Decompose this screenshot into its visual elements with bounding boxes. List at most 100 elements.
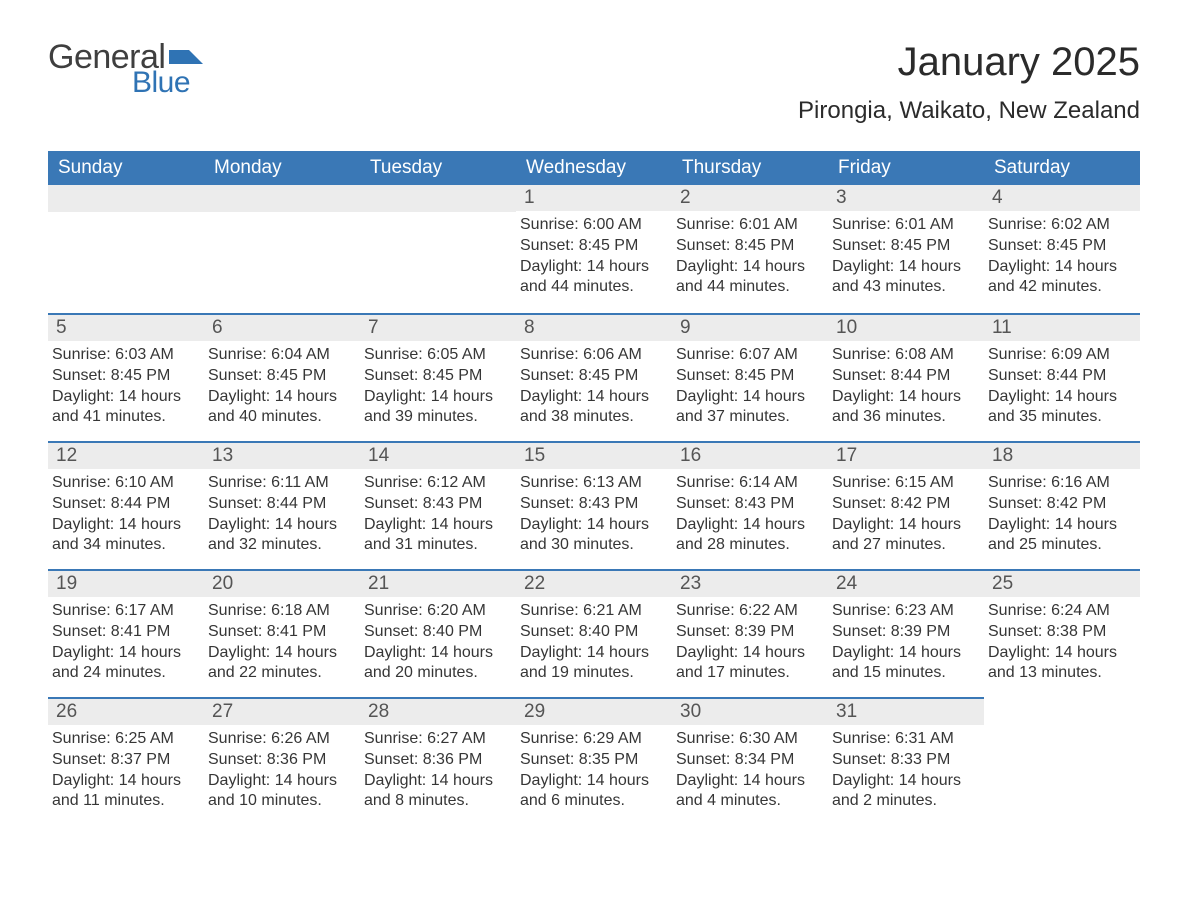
calendar-day-cell: 28Sunrise: 6:27 AMSunset: 8:36 PMDayligh… xyxy=(360,697,516,825)
sunrise-line: Sunrise: 6:17 AM xyxy=(52,601,200,622)
day-number: 9 xyxy=(672,313,828,341)
daylight-line: Daylight: 14 hours and 30 minutes. xyxy=(520,515,668,557)
sunset-line: Sunset: 8:44 PM xyxy=(988,366,1136,387)
sunrise-line: Sunrise: 6:00 AM xyxy=(520,215,668,236)
day-details: Sunrise: 6:26 AMSunset: 8:36 PMDaylight:… xyxy=(204,725,360,816)
day-details: Sunrise: 6:16 AMSunset: 8:42 PMDaylight:… xyxy=(984,469,1140,560)
calendar-row: 12Sunrise: 6:10 AMSunset: 8:44 PMDayligh… xyxy=(48,441,1140,569)
day-details: Sunrise: 6:20 AMSunset: 8:40 PMDaylight:… xyxy=(360,597,516,688)
day-details: Sunrise: 6:12 AMSunset: 8:43 PMDaylight:… xyxy=(360,469,516,560)
day-number: 18 xyxy=(984,441,1140,469)
sunset-line: Sunset: 8:41 PM xyxy=(208,622,356,643)
page-subtitle: Pirongia, Waikato, New Zealand xyxy=(798,97,1140,125)
day-details: Sunrise: 6:22 AMSunset: 8:39 PMDaylight:… xyxy=(672,597,828,688)
day-details: Sunrise: 6:11 AMSunset: 8:44 PMDaylight:… xyxy=(204,469,360,560)
calendar-table: SundayMondayTuesdayWednesdayThursdayFrid… xyxy=(48,151,1140,825)
calendar-day-cell: 12Sunrise: 6:10 AMSunset: 8:44 PMDayligh… xyxy=(48,441,204,569)
day-details: Sunrise: 6:31 AMSunset: 8:33 PMDaylight:… xyxy=(828,725,984,816)
sunset-line: Sunset: 8:38 PM xyxy=(988,622,1136,643)
calendar-empty-cell xyxy=(984,697,1140,825)
calendar-body: 1Sunrise: 6:00 AMSunset: 8:45 PMDaylight… xyxy=(48,185,1140,825)
sunrise-line: Sunrise: 6:16 AM xyxy=(988,473,1136,494)
daylight-line: Daylight: 14 hours and 39 minutes. xyxy=(364,387,512,429)
daylight-line: Daylight: 14 hours and 19 minutes. xyxy=(520,643,668,685)
day-number: 20 xyxy=(204,569,360,597)
weekday-header: Saturday xyxy=(984,151,1140,185)
sunrise-line: Sunrise: 6:22 AM xyxy=(676,601,824,622)
daylight-line: Daylight: 14 hours and 15 minutes. xyxy=(832,643,980,685)
day-number: 21 xyxy=(360,569,516,597)
day-number: 8 xyxy=(516,313,672,341)
day-number: 15 xyxy=(516,441,672,469)
calendar-day-cell: 16Sunrise: 6:14 AMSunset: 8:43 PMDayligh… xyxy=(672,441,828,569)
sunset-line: Sunset: 8:36 PM xyxy=(364,750,512,771)
sunrise-line: Sunrise: 6:03 AM xyxy=(52,345,200,366)
sunset-line: Sunset: 8:41 PM xyxy=(52,622,200,643)
day-details: Sunrise: 6:07 AMSunset: 8:45 PMDaylight:… xyxy=(672,341,828,432)
day-details: Sunrise: 6:13 AMSunset: 8:43 PMDaylight:… xyxy=(516,469,672,560)
daylight-line: Daylight: 14 hours and 43 minutes. xyxy=(832,257,980,299)
sunrise-line: Sunrise: 6:30 AM xyxy=(676,729,824,750)
calendar-day-cell: 14Sunrise: 6:12 AMSunset: 8:43 PMDayligh… xyxy=(360,441,516,569)
daylight-line: Daylight: 14 hours and 42 minutes. xyxy=(988,257,1136,299)
sunset-line: Sunset: 8:42 PM xyxy=(988,494,1136,515)
daylight-line: Daylight: 14 hours and 35 minutes. xyxy=(988,387,1136,429)
daylight-line: Daylight: 14 hours and 32 minutes. xyxy=(208,515,356,557)
sunset-line: Sunset: 8:43 PM xyxy=(364,494,512,515)
daylight-line: Daylight: 14 hours and 44 minutes. xyxy=(520,257,668,299)
daylight-line: Daylight: 14 hours and 40 minutes. xyxy=(208,387,356,429)
sunrise-line: Sunrise: 6:21 AM xyxy=(520,601,668,622)
calendar-row: 19Sunrise: 6:17 AMSunset: 8:41 PMDayligh… xyxy=(48,569,1140,697)
daylight-line: Daylight: 14 hours and 13 minutes. xyxy=(988,643,1136,685)
day-details: Sunrise: 6:04 AMSunset: 8:45 PMDaylight:… xyxy=(204,341,360,432)
calendar-row: 5Sunrise: 6:03 AMSunset: 8:45 PMDaylight… xyxy=(48,313,1140,441)
day-number: 19 xyxy=(48,569,204,597)
calendar-day-cell: 1Sunrise: 6:00 AMSunset: 8:45 PMDaylight… xyxy=(516,185,672,313)
day-details: Sunrise: 6:17 AMSunset: 8:41 PMDaylight:… xyxy=(48,597,204,688)
calendar-day-cell: 22Sunrise: 6:21 AMSunset: 8:40 PMDayligh… xyxy=(516,569,672,697)
sunset-line: Sunset: 8:40 PM xyxy=(364,622,512,643)
day-details: Sunrise: 6:25 AMSunset: 8:37 PMDaylight:… xyxy=(48,725,204,816)
day-number: 5 xyxy=(48,313,204,341)
sunrise-line: Sunrise: 6:09 AM xyxy=(988,345,1136,366)
calendar-day-cell: 29Sunrise: 6:29 AMSunset: 8:35 PMDayligh… xyxy=(516,697,672,825)
calendar-day-cell: 23Sunrise: 6:22 AMSunset: 8:39 PMDayligh… xyxy=(672,569,828,697)
daylight-line: Daylight: 14 hours and 2 minutes. xyxy=(832,771,980,813)
day-details: Sunrise: 6:18 AMSunset: 8:41 PMDaylight:… xyxy=(204,597,360,688)
empty-day-bar xyxy=(360,185,516,212)
calendar-day-cell: 21Sunrise: 6:20 AMSunset: 8:40 PMDayligh… xyxy=(360,569,516,697)
sunrise-line: Sunrise: 6:08 AM xyxy=(832,345,980,366)
sunrise-line: Sunrise: 6:06 AM xyxy=(520,345,668,366)
calendar-day-cell: 4Sunrise: 6:02 AMSunset: 8:45 PMDaylight… xyxy=(984,185,1140,313)
day-details: Sunrise: 6:02 AMSunset: 8:45 PMDaylight:… xyxy=(984,211,1140,302)
sunrise-line: Sunrise: 6:01 AM xyxy=(832,215,980,236)
day-details: Sunrise: 6:00 AMSunset: 8:45 PMDaylight:… xyxy=(516,211,672,302)
calendar-empty-cell xyxy=(48,185,204,313)
daylight-line: Daylight: 14 hours and 31 minutes. xyxy=(364,515,512,557)
day-number: 29 xyxy=(516,697,672,725)
daylight-line: Daylight: 14 hours and 41 minutes. xyxy=(52,387,200,429)
sunrise-line: Sunrise: 6:04 AM xyxy=(208,345,356,366)
calendar-day-cell: 31Sunrise: 6:31 AMSunset: 8:33 PMDayligh… xyxy=(828,697,984,825)
daylight-line: Daylight: 14 hours and 20 minutes. xyxy=(364,643,512,685)
day-details: Sunrise: 6:30 AMSunset: 8:34 PMDaylight:… xyxy=(672,725,828,816)
weekday-header-row: SundayMondayTuesdayWednesdayThursdayFrid… xyxy=(48,151,1140,185)
day-number: 26 xyxy=(48,697,204,725)
daylight-line: Daylight: 14 hours and 6 minutes. xyxy=(520,771,668,813)
sunset-line: Sunset: 8:45 PM xyxy=(364,366,512,387)
daylight-line: Daylight: 14 hours and 8 minutes. xyxy=(364,771,512,813)
day-details: Sunrise: 6:05 AMSunset: 8:45 PMDaylight:… xyxy=(360,341,516,432)
sunrise-line: Sunrise: 6:12 AM xyxy=(364,473,512,494)
sunset-line: Sunset: 8:34 PM xyxy=(676,750,824,771)
sunset-line: Sunset: 8:45 PM xyxy=(832,236,980,257)
sunrise-line: Sunrise: 6:23 AM xyxy=(832,601,980,622)
calendar-empty-cell xyxy=(204,185,360,313)
calendar-row: 26Sunrise: 6:25 AMSunset: 8:37 PMDayligh… xyxy=(48,697,1140,825)
daylight-line: Daylight: 14 hours and 10 minutes. xyxy=(208,771,356,813)
sunset-line: Sunset: 8:36 PM xyxy=(208,750,356,771)
day-number: 24 xyxy=(828,569,984,597)
calendar-day-cell: 7Sunrise: 6:05 AMSunset: 8:45 PMDaylight… xyxy=(360,313,516,441)
calendar-day-cell: 24Sunrise: 6:23 AMSunset: 8:39 PMDayligh… xyxy=(828,569,984,697)
sunrise-line: Sunrise: 6:31 AM xyxy=(832,729,980,750)
sunrise-line: Sunrise: 6:02 AM xyxy=(988,215,1136,236)
